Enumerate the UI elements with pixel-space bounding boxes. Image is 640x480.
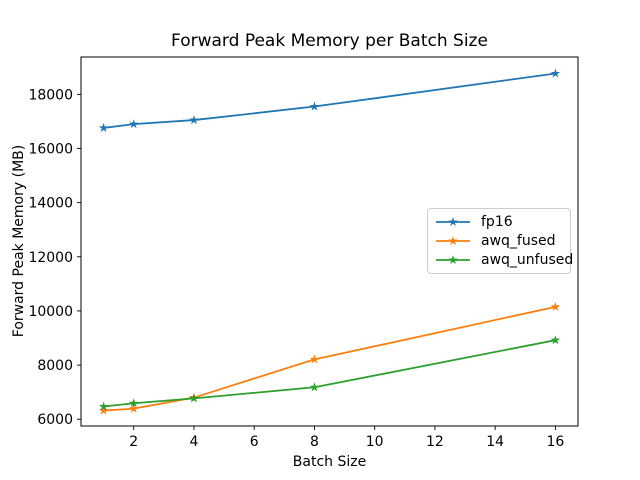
svg-text:6: 6 — [250, 434, 259, 450]
svg-text:8: 8 — [310, 434, 319, 450]
svg-text:8000: 8000 — [37, 358, 73, 374]
svg-text:14000: 14000 — [28, 196, 73, 212]
svg-text:14: 14 — [486, 434, 504, 450]
legend-item-awq-fused: awq_fused — [435, 231, 563, 250]
chart-title: Forward Peak Memory per Batch Size — [171, 31, 488, 51]
svg-text:2: 2 — [129, 434, 138, 450]
svg-text:10000: 10000 — [28, 304, 73, 320]
legend-item-fp16: fp16 — [435, 212, 563, 231]
legend-line-marker-sample — [436, 216, 470, 226]
legend: fp16 awq_fused awq_unfused — [427, 208, 573, 274]
svg-text:12000: 12000 — [28, 250, 73, 266]
star-marker-icon — [448, 216, 458, 226]
star-marker-icon — [448, 255, 458, 265]
svg-text:12: 12 — [426, 434, 444, 450]
svg-text:6000: 6000 — [37, 412, 73, 428]
star-marker-icon — [448, 235, 458, 246]
legend-line-marker-sample — [436, 235, 470, 246]
legend-label: awq_unfused — [481, 252, 574, 269]
svg-text:16000: 16000 — [28, 142, 73, 158]
legend-label: fp16 — [481, 213, 513, 230]
y-axis-label: Forward Peak Memory (MB) — [11, 144, 27, 338]
legend-line-marker-sample — [436, 255, 470, 265]
svg-text:10: 10 — [366, 434, 384, 450]
svg-text:4: 4 — [189, 434, 198, 450]
legend-item-awq-unfused: awq_unfused — [435, 251, 573, 270]
x-axis-label: Batch Size — [292, 454, 367, 470]
svg-text:18000: 18000 — [28, 87, 73, 103]
svg-text:16: 16 — [546, 434, 564, 450]
legend-label: awq_fused — [481, 232, 556, 249]
